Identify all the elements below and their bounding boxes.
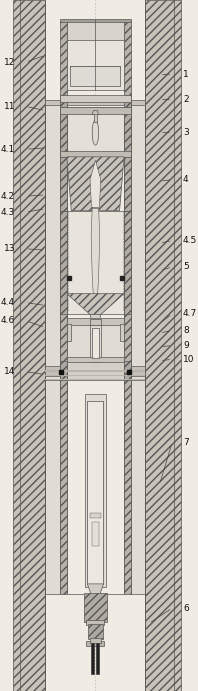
Bar bbox=[45, 104, 60, 401]
Bar bbox=[67, 21, 124, 41]
Text: 4.7: 4.7 bbox=[183, 309, 197, 319]
Polygon shape bbox=[87, 584, 104, 594]
Bar bbox=[85, 394, 106, 587]
Bar bbox=[124, 95, 131, 107]
Bar bbox=[131, 380, 146, 594]
Bar bbox=[60, 95, 67, 107]
Bar bbox=[87, 641, 104, 646]
Bar bbox=[60, 151, 131, 157]
Bar bbox=[67, 100, 124, 401]
Bar bbox=[67, 380, 124, 594]
Text: 13: 13 bbox=[4, 244, 15, 254]
Bar bbox=[60, 21, 67, 97]
Bar bbox=[124, 21, 131, 97]
Bar bbox=[60, 157, 67, 211]
Polygon shape bbox=[67, 294, 124, 314]
Bar bbox=[67, 40, 124, 90]
Bar bbox=[60, 361, 67, 379]
Bar bbox=[45, 100, 146, 105]
Bar bbox=[90, 513, 101, 518]
Bar bbox=[124, 157, 131, 211]
Text: 14: 14 bbox=[4, 367, 15, 377]
Bar bbox=[124, 107, 131, 159]
Bar bbox=[84, 593, 107, 622]
Bar bbox=[67, 324, 71, 341]
Bar bbox=[90, 324, 101, 362]
Bar bbox=[94, 112, 97, 122]
Bar bbox=[60, 107, 131, 114]
Text: 4.1: 4.1 bbox=[1, 144, 15, 154]
Text: 12: 12 bbox=[4, 57, 15, 67]
Text: 4.3: 4.3 bbox=[1, 207, 15, 217]
Text: 4.2: 4.2 bbox=[1, 191, 15, 201]
Bar bbox=[70, 66, 120, 69]
Bar bbox=[13, 0, 45, 691]
Text: 2: 2 bbox=[183, 95, 189, 104]
Bar bbox=[45, 370, 146, 372]
Bar bbox=[60, 380, 67, 594]
Polygon shape bbox=[90, 314, 101, 325]
Bar bbox=[90, 319, 101, 325]
Bar bbox=[67, 107, 124, 159]
Text: 3: 3 bbox=[183, 128, 189, 138]
Bar bbox=[92, 522, 99, 546]
Bar bbox=[67, 211, 124, 314]
Bar bbox=[120, 324, 124, 341]
Bar bbox=[96, 643, 99, 674]
Bar bbox=[67, 361, 124, 379]
Bar bbox=[92, 328, 99, 358]
Polygon shape bbox=[92, 111, 99, 115]
Bar bbox=[87, 620, 104, 625]
Bar bbox=[70, 66, 120, 86]
Bar bbox=[124, 211, 131, 314]
Text: 4.5: 4.5 bbox=[183, 236, 197, 245]
Text: 6: 6 bbox=[183, 603, 189, 613]
Text: 1: 1 bbox=[183, 70, 189, 79]
Polygon shape bbox=[67, 157, 124, 211]
Bar bbox=[45, 375, 146, 376]
Text: 8: 8 bbox=[183, 325, 189, 335]
Bar bbox=[131, 104, 146, 401]
Text: 11: 11 bbox=[4, 102, 15, 111]
Bar bbox=[45, 379, 146, 380]
Bar bbox=[67, 321, 124, 362]
Text: 4.6: 4.6 bbox=[1, 316, 15, 325]
Bar bbox=[45, 380, 60, 594]
Text: 5: 5 bbox=[183, 262, 189, 272]
Text: 7: 7 bbox=[183, 437, 189, 447]
Bar bbox=[87, 401, 104, 584]
Bar bbox=[67, 357, 124, 362]
Bar bbox=[60, 19, 131, 22]
Bar bbox=[91, 643, 94, 674]
Text: 9: 9 bbox=[183, 341, 189, 350]
Bar bbox=[45, 366, 60, 376]
Polygon shape bbox=[90, 160, 101, 207]
Bar bbox=[124, 361, 131, 379]
Bar bbox=[146, 0, 181, 691]
Bar bbox=[60, 104, 67, 401]
Bar bbox=[90, 638, 101, 643]
Bar bbox=[60, 95, 131, 102]
Bar bbox=[88, 624, 103, 639]
Bar bbox=[124, 380, 131, 594]
Polygon shape bbox=[91, 209, 100, 301]
Text: 4: 4 bbox=[183, 175, 189, 184]
Text: 4.4: 4.4 bbox=[1, 298, 15, 307]
Bar bbox=[60, 107, 67, 159]
Bar bbox=[67, 318, 124, 325]
Text: 10: 10 bbox=[183, 354, 194, 364]
Bar bbox=[124, 104, 131, 401]
Bar bbox=[131, 366, 146, 376]
Circle shape bbox=[92, 120, 99, 145]
Bar bbox=[60, 211, 67, 314]
